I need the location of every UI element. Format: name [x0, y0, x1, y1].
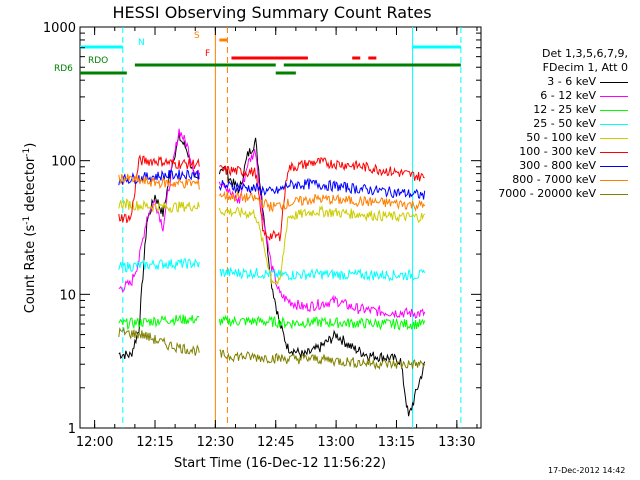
- legend-header-line: FDecim 1, Att 0: [542, 61, 628, 74]
- series-line: [219, 266, 426, 282]
- series-line: [218, 204, 426, 285]
- series-line: [118, 128, 200, 293]
- series-line: [118, 326, 200, 356]
- legend-header-line: Det 1,3,5,6,7,9,: [541, 47, 628, 60]
- y-tick-label: 100: [51, 155, 76, 170]
- flag-rows: N SF RDO RD6: [54, 31, 461, 75]
- series-line: [118, 154, 200, 223]
- legend-swatch: [600, 96, 628, 97]
- legend-swatch: [600, 166, 628, 167]
- y-tick-label: 1000: [43, 21, 76, 36]
- legend-swatch: [600, 110, 628, 111]
- legend-label: 6 - 12 keV: [540, 89, 596, 102]
- flag-label: S: [194, 31, 200, 41]
- series-line: [218, 149, 426, 319]
- x-axis-label: Start Time (16-Dec-12 11:56:22): [174, 456, 386, 471]
- legend-rows: 3 - 6 keV 6 - 12 keV 12 - 25 keV 25 - 50 ke…: [478, 75, 638, 201]
- legend-item: 3 - 6 keV: [478, 75, 638, 89]
- legend-item: 6 - 12 keV: [478, 89, 638, 103]
- legend: Det 1,3,5,6,7,9, FDecim 1, Att 0 3 - 6 k…: [478, 47, 638, 201]
- legend-label: 100 - 300 keV: [519, 145, 596, 158]
- series-line: [218, 177, 426, 200]
- x-tick-label: 12:00: [76, 435, 113, 450]
- series-line: [218, 137, 426, 417]
- legend-item: 300 - 800 keV: [478, 159, 638, 173]
- y-axis-label-part: detector: [23, 156, 38, 216]
- legend-swatch: [600, 124, 628, 125]
- legend-label: 7000 - 20000 keV: [498, 187, 596, 200]
- x-tick-label: 12:45: [257, 435, 294, 450]
- series-line: [219, 349, 426, 371]
- legend-label: 50 - 100 keV: [526, 131, 596, 144]
- legend-label: 25 - 50 keV: [533, 117, 596, 130]
- legend-swatch: [600, 152, 628, 153]
- y-axis-label: Count Rate (s-1 detector-1): [22, 143, 38, 314]
- y-axis-label-part: Count Rate (s: [23, 225, 38, 314]
- legend-swatch: [600, 180, 628, 181]
- legend-swatch: [600, 194, 628, 195]
- legend-swatch: [600, 138, 628, 139]
- series-line: [118, 198, 200, 213]
- legend-item: 100 - 300 keV: [478, 145, 638, 159]
- legend-item: 7000 - 20000 keV: [478, 187, 638, 201]
- flag-label: N: [138, 38, 145, 48]
- series-line: [118, 257, 200, 273]
- series-line: [218, 190, 426, 213]
- x-tick-label: 13:30: [438, 435, 475, 450]
- plot-grid: [122, 27, 462, 428]
- y-axis-label-sup: -1: [22, 216, 32, 225]
- x-tick-label: 13:00: [317, 435, 354, 450]
- series-line: [219, 156, 425, 242]
- y-tick-label: 10: [59, 288, 76, 303]
- legend-item: 25 - 50 keV: [478, 117, 638, 131]
- axis-layer: 12:00 12:15 12:30 12:45 13:00 13:15 13:30 1 10 10…: [43, 21, 481, 450]
- series-layer: [118, 128, 426, 417]
- x-tick-label: 12:30: [197, 435, 234, 450]
- legend-swatch: [600, 82, 628, 83]
- flag-label: F: [205, 49, 210, 59]
- series-line: [118, 173, 200, 190]
- series-line: [118, 169, 200, 186]
- flag-label: RD6: [54, 64, 73, 74]
- y-tick-label: 1: [68, 422, 76, 437]
- flag-label: RDO: [88, 56, 108, 66]
- footer-timestamp: 17-Dec-2012 14:42: [548, 466, 626, 475]
- series-line: [218, 314, 426, 331]
- x-tick-label: 13:15: [378, 435, 415, 450]
- legend-item: 12 - 25 keV: [478, 103, 638, 117]
- plot-frame: [79, 26, 482, 429]
- legend-label: 300 - 800 keV: [519, 159, 596, 172]
- legend-item: 800 - 7000 keV: [478, 173, 638, 187]
- y-axis-label-sup: -1: [22, 148, 32, 157]
- legend-item: 50 - 100 keV: [478, 131, 638, 145]
- legend-label: 800 - 7000 keV: [512, 173, 596, 186]
- chart-title: HESSI Observing Summary Count Rates: [112, 3, 431, 22]
- x-tick-label: 12:15: [136, 435, 173, 450]
- y-axis-label-part: ): [23, 143, 38, 148]
- legend-label: 3 - 6 keV: [547, 75, 596, 88]
- series-line: [118, 313, 200, 330]
- legend-label: 12 - 25 keV: [533, 103, 596, 116]
